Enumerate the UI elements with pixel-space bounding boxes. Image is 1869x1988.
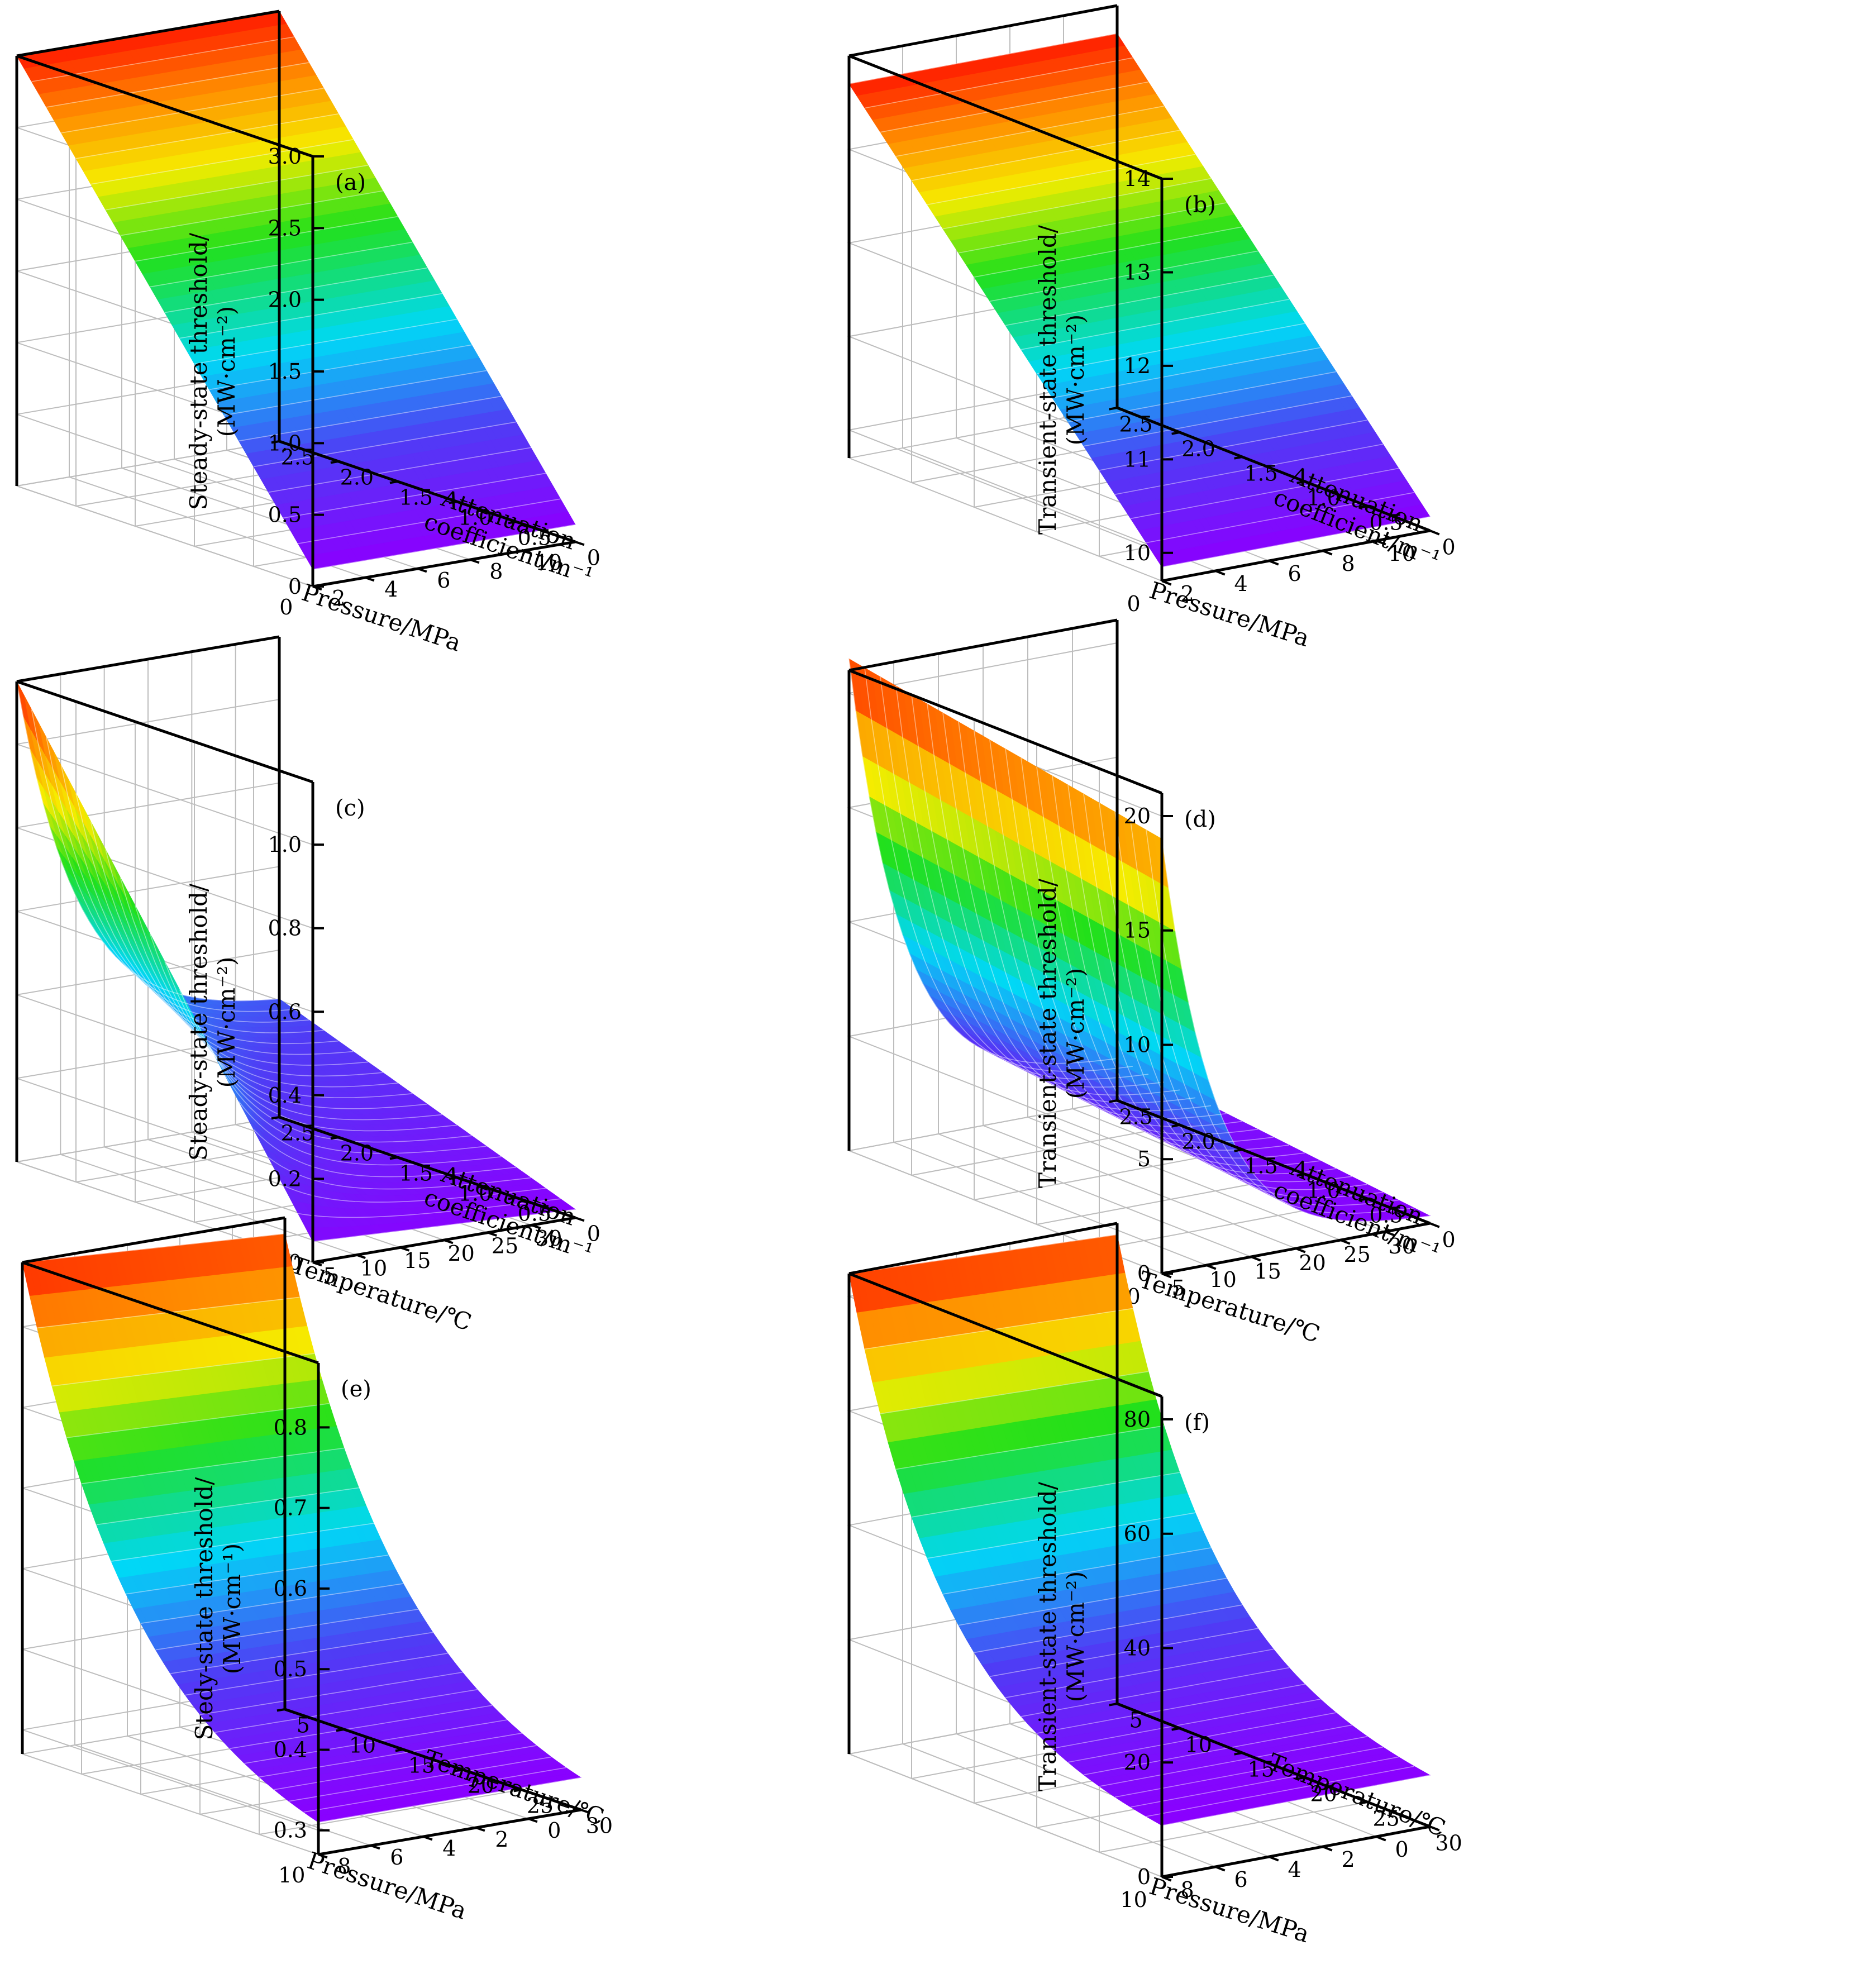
y-tick-mark: [330, 460, 339, 464]
x-tick-mark: [1269, 560, 1279, 566]
x-tick-mark: [1429, 530, 1440, 536]
z-axis-label: Transient-state threshold/: [1034, 225, 1061, 535]
panel-c: 05101520253000.51.01.52.02.500.20.40.60.…: [15, 635, 600, 1336]
z-tick-label: 2.5: [268, 216, 302, 240]
x-axis-label: Pressure/MPa: [1146, 576, 1313, 652]
z-tick-label: 1.5: [268, 359, 302, 384]
z-tick-label: 0.5: [268, 503, 302, 527]
z-tick-label: 11: [1124, 447, 1151, 471]
z-axis-label: (MW·cm⁻²): [1062, 314, 1089, 446]
x-tick-mark: [575, 541, 585, 546]
panel-a: 0 2 4 6 8 10 00.51.01.52.02.500.51.01.52.02.53…: [15, 9, 600, 657]
z-tick-label: 10: [1124, 541, 1151, 565]
z-tick-label: 14: [1124, 166, 1151, 191]
y-tick-mark: [1234, 456, 1243, 460]
surface: [16, 11, 576, 570]
y-tick-mark: [389, 480, 398, 484]
z-tick-label: 0: [288, 574, 302, 599]
x-tick-mark: [470, 559, 480, 564]
x-tick-label: 6: [437, 568, 450, 593]
y-tick-mark: [1422, 530, 1431, 533]
x-tick-mark: [417, 568, 427, 573]
y-tick-label: 2.0: [1181, 436, 1215, 461]
z-axis-label: Steady-state threshold/: [185, 232, 212, 510]
panel-b: 0 2 4 6 8 10 00.51.01.52.02.51011121314Pressur…: [847, 4, 1456, 652]
y-tick-label: 1.5: [399, 485, 433, 510]
x-tick-label: 8: [1342, 551, 1355, 576]
surface: [16, 681, 576, 1242]
y-tick-label: 2.5: [1119, 412, 1152, 436]
y-tick-mark: [1171, 431, 1180, 435]
y-tick-mark: [1109, 407, 1118, 411]
x-tick-label: 4: [1234, 571, 1248, 596]
z-axis-label: (MW·cm⁻²): [213, 306, 240, 437]
z-tick-label: 3.0: [268, 144, 302, 169]
panel-label: (b): [1184, 192, 1216, 218]
panel-label: (a): [335, 170, 366, 196]
z-tick-label: 1.0: [268, 431, 302, 455]
y-tick-label: 1.5: [1244, 461, 1277, 485]
x-tick-label: 0: [1127, 592, 1141, 616]
y-tick-label: 2.0: [340, 465, 374, 490]
z-tick-label: 2.0: [268, 288, 302, 312]
x-tick-label: 6: [1288, 561, 1301, 586]
y-tick-label: 0: [1442, 535, 1456, 559]
x-tick-mark: [1322, 550, 1333, 556]
x-tick-label: 4: [384, 577, 398, 602]
z-tick-label: 13: [1124, 260, 1151, 284]
x-tick-mark: [365, 576, 375, 582]
x-tick-mark: [1215, 570, 1226, 576]
z-tick-label: 12: [1124, 354, 1151, 378]
x-tick-label: 8: [489, 559, 503, 584]
